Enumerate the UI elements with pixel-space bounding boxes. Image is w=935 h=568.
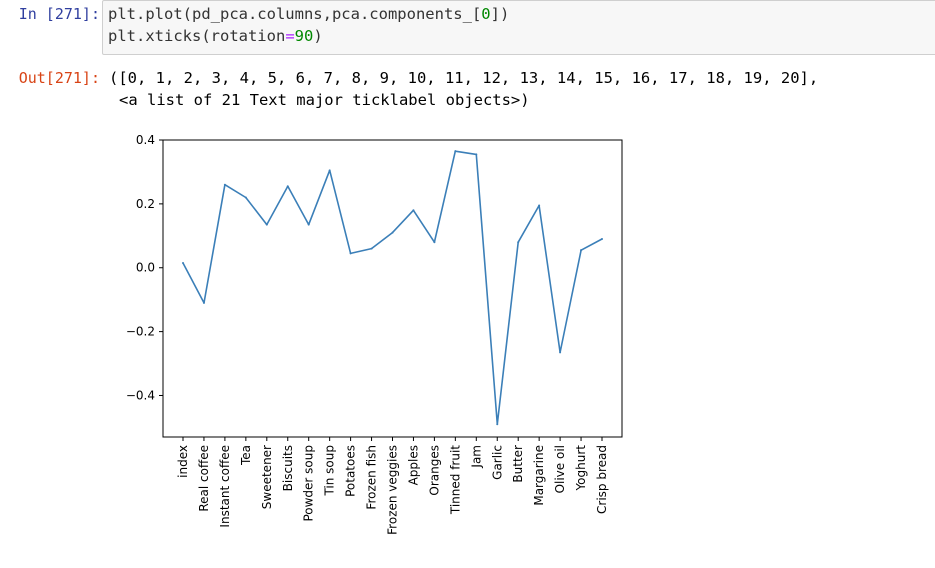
code-line-1: plt.plot(pd_pca.columns,pca.components_[… (108, 3, 509, 25)
x-tick-label: index (176, 445, 190, 478)
x-tick-label: Margarine (532, 445, 546, 506)
code-token: ]) (490, 5, 510, 23)
code-token: plt.xticks(rotation (108, 27, 286, 45)
code-token: ) (313, 27, 323, 45)
data-point (202, 301, 205, 304)
data-point (286, 185, 289, 188)
x-tick-label: Butter (511, 445, 525, 483)
series-line (182, 150, 603, 426)
code-number-token: 90 (294, 27, 314, 45)
data-point (601, 238, 603, 240)
x-tick-label: Powder soup (302, 445, 316, 522)
output-prompt: Out[271]: (18, 69, 100, 87)
data-point (580, 249, 583, 252)
x-tick-label: Potatoes (344, 445, 358, 497)
y-tick-label: −0.2 (126, 325, 155, 339)
input-prompt: In [271]: (18, 5, 100, 23)
input-cell[interactable]: In [271]: plt.plot(pd_pca.columns,pca.co… (0, 0, 935, 58)
data-point (307, 223, 310, 226)
data-point (496, 423, 499, 426)
x-tick-label: Crisp bread (595, 445, 609, 514)
data-point (475, 153, 478, 156)
x-tick-label: Real coffee (197, 445, 211, 512)
x-tick-label: Jam (469, 445, 483, 469)
x-tick-label: Tea (239, 445, 253, 466)
data-point (370, 247, 373, 250)
plot-frame (162, 139, 623, 438)
code-operator-token: = (285, 27, 295, 45)
data-point (349, 252, 352, 255)
y-tick-label: 0.2 (136, 197, 155, 211)
data-point (517, 241, 520, 244)
data-point (454, 150, 457, 153)
y-tick-label: 0.0 (136, 261, 155, 275)
x-tick-label: Apples (406, 445, 420, 485)
x-tick-label: Oranges (427, 445, 441, 496)
code-token: plt.plot(pd_pca.columns,pca.components_[ (108, 5, 482, 23)
x-tick-label: Garlic (490, 445, 504, 480)
data-point (223, 183, 226, 186)
x-tick-label: Frozen fish (365, 445, 379, 510)
data-point (265, 223, 268, 226)
data-point (433, 241, 436, 244)
x-tick-label: Olive oil (553, 445, 567, 493)
x-tick-label: Yoghurt (574, 445, 588, 492)
output-text-line-2: <a list of 21 Text major ticklabel objec… (119, 91, 530, 109)
x-tick-label: Biscuits (281, 445, 295, 491)
code-number-token: 0 (481, 5, 491, 23)
x-tick-label: Frozen veggies (386, 445, 400, 535)
data-point (538, 204, 541, 207)
data-point (244, 196, 247, 199)
data-point (182, 261, 184, 264)
y-tick-label: 0.4 (136, 133, 155, 147)
data-point (559, 351, 562, 354)
code-line-2: plt.xticks(rotation=90) (108, 25, 323, 47)
pca-component-line-chart: 0.4 0.2 0.0 −0.2 −0.4 index Real coffee Instant… (126, 133, 623, 535)
x-tick-label: Sweetener (260, 445, 274, 509)
y-tick-label: −0.4 (126, 388, 155, 402)
x-tick-label: Instant coffee (218, 445, 232, 528)
data-point (328, 169, 331, 172)
x-tick-label: Tin soup (323, 445, 337, 497)
x-tick-label: Tinned fruit (448, 445, 462, 515)
data-point (412, 209, 415, 212)
data-point (391, 231, 394, 234)
output-text-line-1: ([0, 1, 2, 3, 4, 5, 6, 7, 8, 9, 10, 11, … (109, 69, 819, 87)
code-editor[interactable]: plt.plot(pd_pca.columns,pca.components_[… (102, 0, 935, 55)
